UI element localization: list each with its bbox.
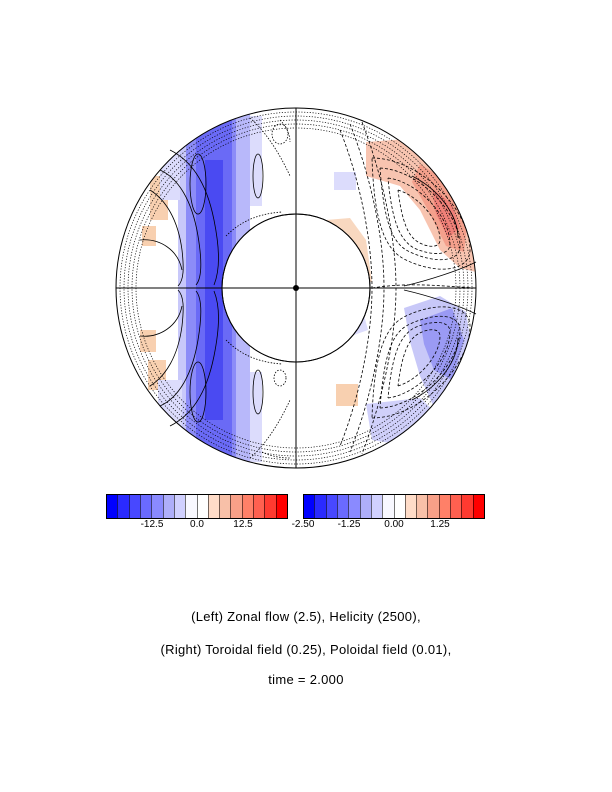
colorbar-cell [185,495,197,518]
colorbar-cell [128,495,140,518]
colorbar-cell [370,495,383,518]
colorbar-cell [207,495,220,518]
colorbar-cell [162,495,174,518]
colorbar-cell [336,495,349,518]
caption-line-3: time = 2.000 [268,672,344,687]
outer-boundary [115,107,477,469]
left-tick-pos: 12.5 [233,519,253,530]
caption-line-2: (Right) Toroidal field (0.25), Poloidal … [160,642,452,657]
colorbar-cell [472,495,484,518]
colorbar-cell [461,495,473,518]
colorbar-cell [382,495,394,518]
caption-line-1: (Left) Zonal flow (2.5), Helicity (2500)… [191,609,421,624]
right-colorbar [303,494,485,519]
right-tick-pos: 1.25 [430,519,450,530]
right-tick-min: -2.50 [291,519,315,530]
colorbar-cell [253,495,265,518]
colorbar-cell [264,495,276,518]
right-solid-field-lines [403,175,477,401]
right-tick-neg: -1.25 [337,519,361,530]
right-tick-zero: 0.00 [384,519,404,530]
colorbar-cell [404,495,417,518]
colorbar-cell [304,495,315,518]
colorbar-cell [438,495,451,518]
colorbar-cell [275,495,287,518]
colorbar-cell [427,495,439,518]
colorbar-cell [151,495,163,518]
center-marker [293,285,299,291]
colorbar-cell [107,495,118,518]
colorbar-cell [196,495,208,518]
left-colorbar [106,494,288,519]
colorbar-cell [450,495,462,518]
colorbar-cell [348,495,360,518]
colorbar-cell [393,495,405,518]
colorbar-cell [173,495,186,518]
colorbar-cell [314,495,326,518]
colorbar-cell [416,495,428,518]
spherical-shell-plot [115,107,477,469]
left-colorbar-ticks: -12.5 0.0 12.5 [106,517,288,539]
colorbar-cell [139,495,152,518]
colorbar-cell [219,495,231,518]
colorbar-cell [230,495,242,518]
inner-boundary [221,213,371,363]
right-colorbar-ticks: -2.50 -1.25 0.00 1.25 [292,517,485,539]
colorbar-cell [325,495,337,518]
left-negative-contours [225,117,291,459]
colorbar-cell [359,495,371,518]
colorbar-cell [117,495,129,518]
left-tick-zero: 0.0 [190,519,204,530]
left-tick-neg: -12.5 [140,519,164,530]
colorbar-cell [241,495,254,518]
